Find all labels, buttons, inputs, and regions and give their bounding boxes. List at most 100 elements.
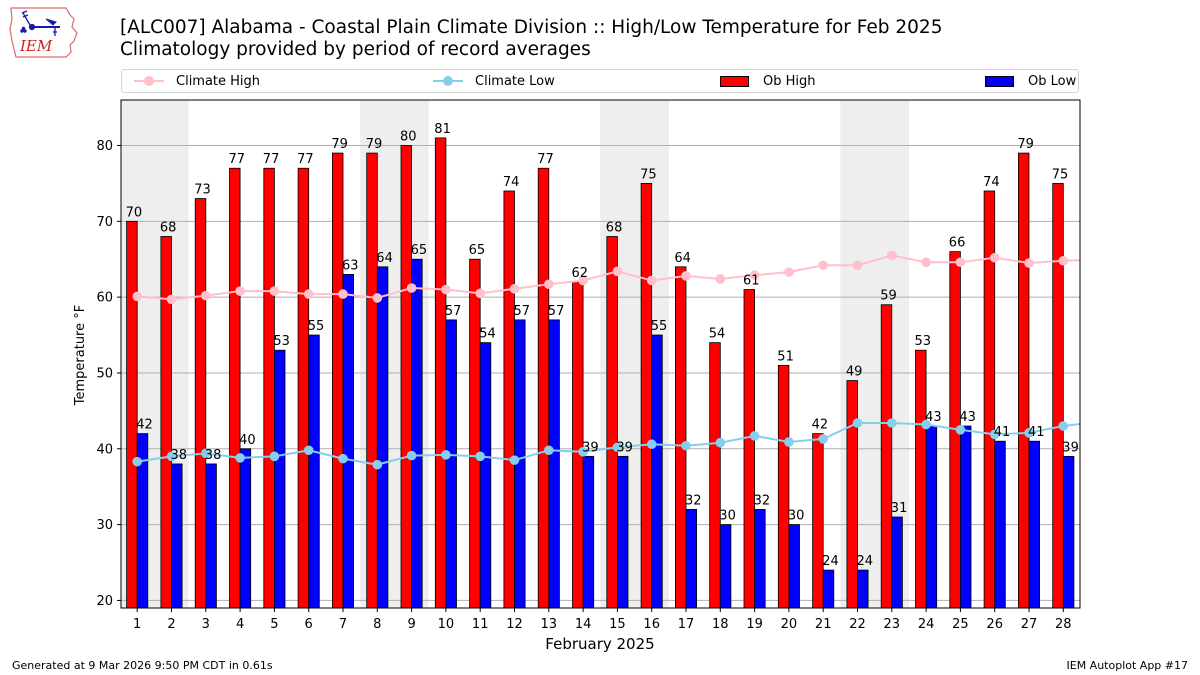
ob-high-label: 73: [194, 183, 211, 198]
ob-high-label: 75: [1052, 167, 1069, 182]
climate-high-point: [372, 293, 383, 303]
ob-high-bar: [297, 167, 310, 609]
ob-low-bar: [788, 524, 800, 609]
climate-low-point: [509, 455, 520, 465]
climate-low-point: [338, 453, 348, 464]
ob-low-label: 38: [205, 448, 222, 463]
ob-low-label: 57: [548, 304, 565, 319]
climate-low-line-icon: [433, 76, 463, 86]
ob-low-label: 39: [616, 440, 633, 455]
y-tick-label: 80: [96, 139, 113, 154]
climate-low-point: [235, 453, 245, 463]
climate-low-point: [989, 429, 1000, 440]
climate-high-point: [509, 283, 520, 294]
ob-high-bar: [1018, 152, 1030, 609]
climate-high-point: [749, 270, 760, 280]
ob-high-label: 70: [126, 205, 143, 220]
climate-high-point: [818, 260, 828, 271]
ob-high-label: 77: [537, 152, 554, 167]
ob-low-bar: [171, 463, 183, 609]
x-tick-label: 21: [815, 617, 832, 632]
climate-low-point: [955, 425, 966, 435]
ob-high-bar: [366, 152, 378, 609]
ob-low-label: 30: [719, 509, 736, 524]
ob-high-bar: [880, 304, 893, 609]
ob-high-bar: [743, 289, 756, 609]
climate-low-point: [921, 419, 931, 430]
ob-high-label: 61: [743, 274, 760, 289]
x-tick-label: 2: [167, 617, 175, 632]
climate-low-point: [818, 434, 828, 444]
ob-low-bar: [685, 509, 698, 609]
ob-low-bar: [719, 524, 732, 609]
x-tick-label: 27: [1021, 617, 1038, 632]
climate-low-point: [166, 451, 177, 462]
climate-high-point: [681, 271, 691, 281]
legend: Climate High Climate Low Ob High Ob Low: [121, 69, 1079, 93]
legend-item-climate-low: Climate Low: [433, 70, 555, 92]
ob-high-label: 53: [915, 334, 932, 349]
climate-low-point: [303, 445, 314, 456]
ob-low-bar: [822, 569, 835, 609]
ob-high-bar: [263, 167, 275, 609]
data-labels: 70 42 68 38 73 38 77 40 77 53 77 55 79 63 79 64 80 65 81 57…: [126, 122, 1079, 569]
x-tick-label: 12: [506, 617, 523, 632]
ob-high-bar: [1052, 183, 1064, 609]
climate-low-point: [1058, 421, 1069, 431]
ob-high-label: 79: [366, 137, 383, 152]
climate-low-point: [201, 448, 211, 459]
ob-low-label: 32: [685, 493, 702, 508]
x-tick-label: 28: [1055, 617, 1072, 632]
ob-low-bar: [925, 425, 938, 609]
x-tick-label: 1: [133, 617, 141, 632]
ob-low-label: 41: [1028, 425, 1045, 440]
x-tick-label: 26: [986, 617, 1003, 632]
ob-high-label: 77: [297, 152, 314, 167]
ob-low-label: 54: [479, 327, 496, 342]
ob-high-label: 68: [606, 220, 623, 235]
ob-high-bar: [126, 220, 138, 609]
legend-item-ob-high: Ob High: [720, 70, 816, 92]
x-tick-label: 20: [781, 617, 798, 632]
generated-timestamp: Generated at 9 Mar 2026 9:50 PM CDT in 0…: [12, 659, 273, 672]
ob-low-bar: [1062, 455, 1075, 609]
ob-high-bar: [434, 137, 447, 609]
x-tick-label: 11: [472, 617, 489, 632]
ob-low-label: 24: [857, 554, 874, 569]
x-tick-label: 3: [202, 617, 210, 632]
x-tick-label: 16: [643, 617, 660, 632]
climate-low-point: [132, 456, 142, 467]
ob-high-bar: [400, 145, 413, 609]
ob-low-label: 24: [822, 554, 839, 569]
ob-low-bar: [376, 266, 389, 609]
climate-low-point: [544, 445, 554, 456]
legend-label: Ob High: [763, 73, 816, 89]
ob-high-label: 77: [263, 152, 280, 167]
x-tick-label: 6: [305, 617, 313, 632]
weather-station-icon: [20, 10, 60, 36]
climate-low-point: [578, 447, 588, 457]
ob-low-bar: [205, 463, 217, 609]
ob-high-label: 68: [160, 220, 177, 235]
climate-high-point: [989, 252, 1000, 263]
ob-high-bar: [503, 190, 515, 609]
ob-low-label: 64: [376, 251, 393, 266]
ob-low-bar: [548, 319, 560, 609]
climate-high-point: [1024, 258, 1034, 268]
x-tick-label: 17: [678, 617, 695, 632]
climate-high-point: [441, 284, 451, 295]
ob-low-label: 57: [514, 304, 531, 319]
climate-high-point: [852, 260, 863, 271]
climate-lines: [132, 250, 1081, 470]
climate-low-point: [612, 442, 623, 453]
ob-low-label: 55: [308, 319, 325, 334]
climate-high-point: [646, 275, 657, 286]
ob-low-bar: [1028, 440, 1041, 609]
climate-high-point: [269, 286, 280, 296]
climate-high-point: [887, 250, 897, 261]
x-tick-label: 18: [712, 617, 729, 632]
ob-low-bar: [308, 334, 320, 609]
climate-low-point: [406, 450, 417, 461]
ob-high-label: 51: [777, 349, 794, 364]
ob-high-label: 54: [709, 327, 726, 342]
